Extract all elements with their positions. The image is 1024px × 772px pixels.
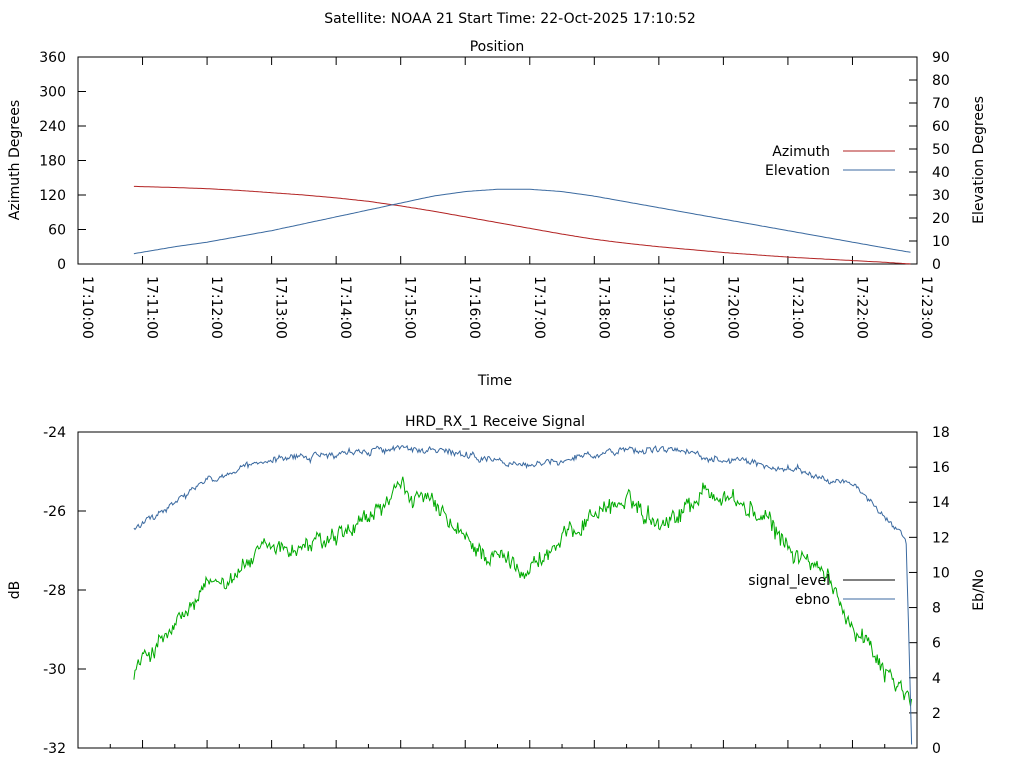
y-tick-label: 180 [39,154,66,170]
x-tick-label: 17:14:00 [337,276,353,339]
signal-y-ticks: -32 -30 -28 -26 -24 [43,425,86,757]
x-tick-label: 17:17:00 [531,276,547,339]
y2-tick-label: 40 [932,165,950,181]
y2-tick-label: 2 [932,706,941,722]
y2-tick-label: 30 [932,188,950,204]
x-tick-label: 17:18:00 [595,276,611,339]
y2-tick-label: 60 [932,119,950,135]
legend-label-ebno: ebno [795,592,830,608]
x-tick-label: 17:20:00 [724,276,740,339]
y2-tick-label: 12 [932,530,950,546]
signal-x-ticks [77,740,918,748]
x-tick-label: 17:12:00 [208,276,224,339]
signal-y2-axis-label: Eb/No [971,569,987,611]
series-line-azimuth [133,185,911,265]
position-y-axis-label: Azimuth Degrees [7,100,23,220]
x-tick-label: 17:22:00 [853,276,869,339]
y2-tick-label: 0 [932,741,941,757]
y2-tick-label: 4 [932,671,941,687]
y2-tick-label: 14 [932,495,950,511]
y-tick-label: 60 [48,223,66,239]
y2-tick-label: 16 [932,460,950,476]
legend-label-azimuth: Azimuth [772,144,830,160]
x-tick-label: 17:13:00 [273,276,289,339]
y2-tick-label: 50 [932,142,950,158]
y-tick-label: -28 [43,583,66,599]
x-tick-label: 17:19:00 [660,276,676,339]
position-y2-axis-label: Elevation Degrees [971,96,987,224]
x-tick-label: 17:15:00 [402,276,418,339]
signal-y2-ticks: 0 2 4 6 8 10 12 14 16 18 [909,425,950,757]
position-series [133,185,911,265]
x-tick-label: 17:23:00 [918,276,934,339]
position-legend: Azimuth Elevation [765,144,895,179]
y2-tick-label: 10 [932,565,950,581]
position-x-axis-label: Time [477,373,512,389]
legend-label-signal-level: signal_level [748,573,830,589]
series-line-ebno [133,444,913,745]
y-tick-label: 120 [39,188,66,204]
y2-tick-label: 90 [932,50,950,66]
y-tick-label: -26 [43,504,66,520]
y-tick-label: 360 [39,50,66,66]
series-line-signal-level [133,476,913,707]
legend-label-elevation: Elevation [765,163,830,179]
y-tick-label: 300 [39,85,66,101]
x-tick-label: 17:11:00 [144,276,160,339]
signal-chart-title: HRD_RX_1 Receive Signal [405,414,585,430]
y2-tick-label: 18 [932,425,950,441]
position-y-ticks: 0 60 120 180 240 300 360 [39,50,86,273]
y2-tick-label: 80 [932,73,950,89]
position-plot-frame [77,56,918,265]
figure-title: Satellite: NOAA 21 Start Time: 22-Oct-20… [324,11,696,27]
y-tick-label: -30 [43,662,66,678]
position-chart-title: Position [470,39,525,55]
y-tick-label: 240 [39,119,66,135]
y2-tick-label: 0 [932,257,941,273]
position-chart: Position Azimuth Degrees Elevation Degre… [7,39,987,389]
y-tick-label: -24 [43,425,66,441]
receive-signal-chart: HRD_RX_1 Receive Signal dB Eb/No -32-30-… [7,414,987,757]
y2-tick-label: 70 [932,96,950,112]
position-y2-ticks: 0 10 20 30 40 50 60 70 80 90 [909,50,950,273]
signal-series [133,444,913,745]
y2-tick-label: 8 [932,601,941,617]
position-x-ticks: 17:10:00 17:11:00 17:12:00 17:13:00 17:14:00… [77,57,934,339]
y-tick-label: 0 [57,257,66,273]
y2-tick-label: 6 [932,636,941,652]
y-tick-label: -32 [43,741,66,757]
y2-tick-label: 10 [932,234,950,250]
x-tick-label: 17:21:00 [789,276,805,339]
series-line-elevation [133,188,911,255]
x-tick-label: 17:16:00 [466,276,482,339]
x-tick-label: 17:10:00 [79,276,95,339]
signal-plot-frame [77,431,918,749]
signal-y-axis-label: dB [7,581,23,600]
y2-tick-label: 20 [932,211,950,227]
